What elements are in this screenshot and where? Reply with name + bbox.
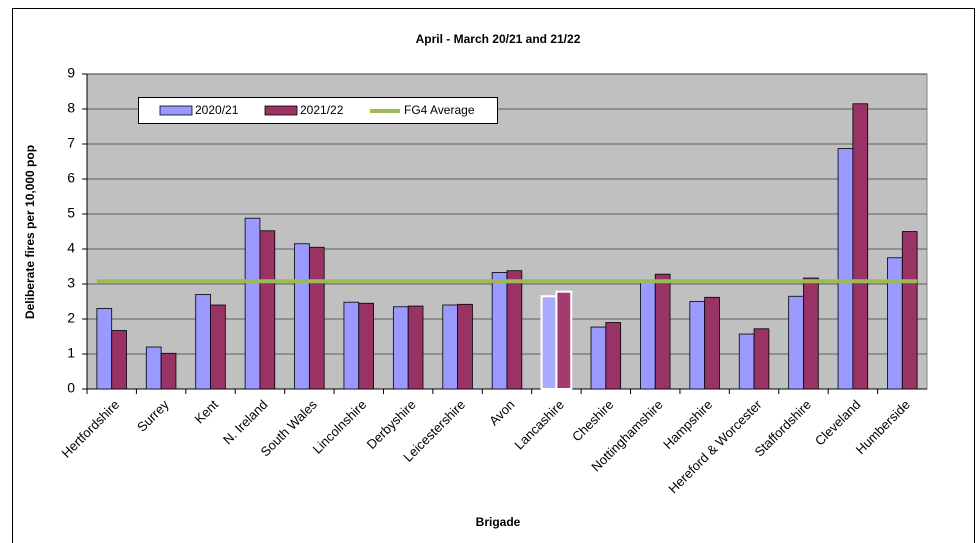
bar xyxy=(195,294,211,390)
bar xyxy=(244,217,261,390)
y-axis-label: Deliberate fires per 10,000 pop xyxy=(23,145,37,319)
bar xyxy=(294,243,310,390)
bar xyxy=(145,346,162,390)
bar xyxy=(788,295,804,390)
bar xyxy=(852,103,869,390)
bar xyxy=(640,281,656,390)
bar xyxy=(555,290,573,391)
bar xyxy=(837,148,854,390)
bar xyxy=(491,272,508,390)
bar xyxy=(407,305,424,390)
legend-label: 2021/22 xyxy=(300,103,344,117)
y-tick-label: 8 xyxy=(67,100,75,116)
bar xyxy=(210,304,226,390)
legend-swatch xyxy=(264,105,298,116)
bar xyxy=(803,277,819,390)
legend-swatch xyxy=(159,105,193,116)
bar xyxy=(358,302,374,390)
bar xyxy=(343,301,360,390)
legend-label: 2020/21 xyxy=(195,103,239,117)
bar xyxy=(738,333,755,390)
bar xyxy=(887,257,903,390)
y-tick-label: 7 xyxy=(67,135,75,151)
bar xyxy=(540,295,558,390)
bar xyxy=(506,270,523,390)
legend-box xyxy=(138,97,498,124)
y-tick-label: 0 xyxy=(67,380,75,396)
bar xyxy=(753,328,770,390)
bar xyxy=(457,303,473,390)
bar xyxy=(308,246,325,390)
bar xyxy=(96,308,113,390)
bar xyxy=(901,231,918,390)
x-axis-label: Brigade xyxy=(476,515,521,529)
y-tick-label: 5 xyxy=(67,205,75,221)
bar xyxy=(160,352,177,390)
bar xyxy=(689,301,706,390)
y-tick-label: 3 xyxy=(67,275,75,291)
bar xyxy=(392,306,409,390)
chart-title: April - March 20/21 and 21/22 xyxy=(416,32,581,46)
bar xyxy=(259,230,276,390)
bar xyxy=(590,326,607,390)
y-tick-label: 1 xyxy=(67,345,75,361)
y-tick-label: 2 xyxy=(67,310,75,326)
bar xyxy=(704,296,720,390)
bar xyxy=(442,304,458,390)
legend-label: FG4 Average xyxy=(404,103,475,117)
bar xyxy=(654,273,671,390)
bar xyxy=(111,330,127,390)
y-tick-label: 4 xyxy=(67,240,75,256)
y-tick-label: 6 xyxy=(67,170,75,186)
y-tick-label: 9 xyxy=(67,65,75,81)
bar xyxy=(605,322,622,390)
